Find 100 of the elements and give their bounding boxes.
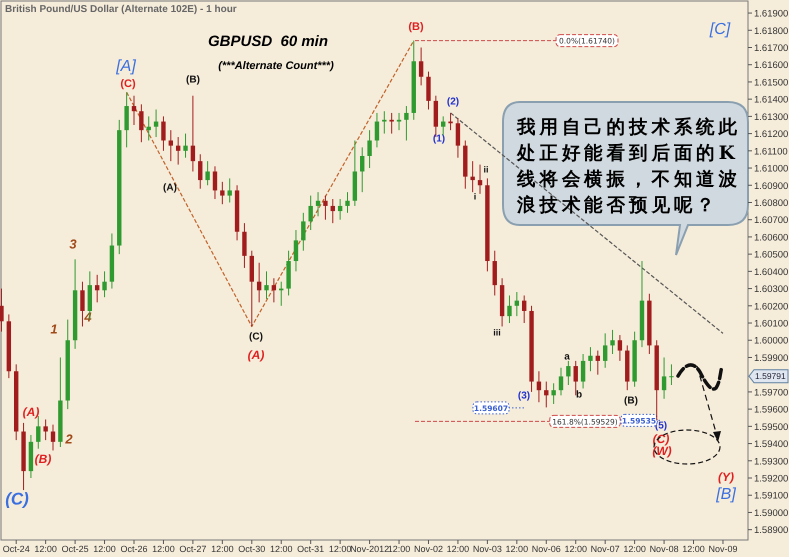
x-tick-label: 12:00 [93, 544, 116, 554]
candlestick [94, 274, 100, 303]
chart-title: British Pound/US Dollar (Alternate 102E) - 1 hour [5, 4, 237, 15]
x-tick-label: 12:00 [446, 544, 470, 554]
candlestick [448, 112, 453, 131]
annotation: (A) [163, 182, 177, 194]
y-tick-label: 1.59200 [754, 474, 788, 485]
x-tick-label: Nov-07 [590, 544, 620, 554]
candlestick [154, 108, 158, 138]
candlestick [190, 95, 196, 172]
x-tick-label: 12:00 [388, 544, 410, 554]
candlestick [183, 133, 188, 158]
candlestick [279, 281, 284, 306]
annotation: 2 [64, 431, 74, 446]
candlestick [610, 329, 615, 355]
y-tick-label: 1.59600 [754, 404, 788, 416]
y-tick-label: 1.60100 [754, 318, 788, 330]
y-tick-label: 1.60600 [754, 232, 788, 244]
annotation: iii [493, 327, 501, 338]
x-tick-label: 12:00 [270, 544, 292, 554]
candlestick [418, 46, 424, 86]
candlestick [198, 154, 202, 190]
candlestick [596, 350, 600, 376]
candlestick [536, 370, 542, 403]
y-tick-label: 1.59500 [754, 422, 788, 433]
y-tick-label: 1.58900 [754, 525, 788, 536]
candlestick [205, 160, 210, 186]
text: 1.59791 [755, 371, 786, 382]
y-tick-label: 1.59400 [754, 439, 788, 450]
annotation: b [576, 390, 582, 401]
annotation: (2) [446, 96, 460, 108]
y-tick-label: 1.61300 [754, 112, 788, 123]
candlestick [50, 424, 56, 451]
candlestick [470, 160, 475, 193]
candlestick [574, 360, 578, 396]
x-tick-label: 12:00 [506, 544, 528, 554]
candlestick [161, 116, 166, 152]
x-tick-label: Nov-03 [472, 544, 502, 554]
y-tick-label: 1.61000 [754, 164, 788, 175]
candlestick [382, 110, 387, 134]
annotation: (C) [5, 489, 30, 508]
annotation: [C] [708, 21, 731, 38]
candlestick [146, 116, 151, 141]
candlestick [80, 281, 85, 327]
y-tick-label: 1.60200 [754, 301, 788, 312]
annotation: [B] [715, 486, 736, 504]
y-tick-label: 1.60900 [754, 180, 788, 192]
y-tick-label: 1.59900 [754, 352, 788, 364]
candlestick [580, 354, 586, 389]
annotation: (C) [120, 78, 136, 90]
candlestick [220, 181, 225, 205]
candlestick [330, 198, 335, 224]
annotation: 1 [50, 321, 58, 336]
y-tick-label: 1.60800 [754, 198, 788, 209]
x-tick-label: Nov-2012 [350, 544, 390, 554]
candlestick [294, 230, 298, 272]
candlestick [478, 164, 482, 194]
x-tick-label: 12:00 [564, 544, 587, 554]
candlestick [456, 118, 460, 158]
x-tick-label: 12:00 [34, 544, 57, 554]
x-tick-label: Oct-27 [179, 544, 206, 554]
candlestick [662, 356, 666, 400]
annotation: i [474, 191, 476, 202]
candlestick [301, 212, 306, 252]
y-tick-label: 1.59000 [754, 508, 788, 519]
candlestick [618, 334, 622, 362]
x-tick-label: Nov-08 [650, 544, 679, 554]
annotation: (W) [652, 444, 672, 458]
y-tick-label: 1.60500 [754, 250, 788, 261]
x-tick-label: Nov-09 [708, 544, 738, 554]
candlestick [43, 418, 48, 441]
annotation: 3 [69, 236, 78, 252]
candlestick [228, 178, 232, 203]
candlestick [602, 332, 608, 368]
y-tick-label: 1.61400 [754, 94, 788, 106]
candlestick [338, 198, 342, 220]
x-tick-label: 12:00 [152, 544, 175, 554]
candlestick [588, 346, 593, 372]
y-tick-label: 1.59700 [754, 387, 788, 398]
y-tick-label: 1.61900 [754, 8, 788, 20]
annotation: a [564, 352, 570, 363]
y-tick-label: 1.59300 [754, 456, 788, 468]
annotation: (C) [249, 332, 263, 343]
annotation: ii [483, 164, 489, 174]
x-tick-label: Nov-06 [532, 544, 561, 554]
annotation: (B) [34, 452, 52, 466]
candlestick [139, 104, 144, 143]
text: GBPUSD 60 min [208, 33, 328, 50]
candlestick [374, 112, 380, 148]
x-tick-label: Oct-31 [297, 544, 324, 554]
annotation: (B) [624, 396, 638, 407]
annotation: (Y) [718, 470, 734, 484]
candlestick [264, 270, 269, 300]
x-tick-label: Oct-26 [120, 544, 148, 554]
y-tick-label: 1.60400 [754, 266, 788, 278]
x-tick-label: 12:00 [623, 544, 646, 554]
annotation: (A) [248, 348, 264, 362]
candlestick [522, 294, 526, 324]
candlestick [514, 292, 520, 317]
annotation: [A] [115, 58, 136, 76]
